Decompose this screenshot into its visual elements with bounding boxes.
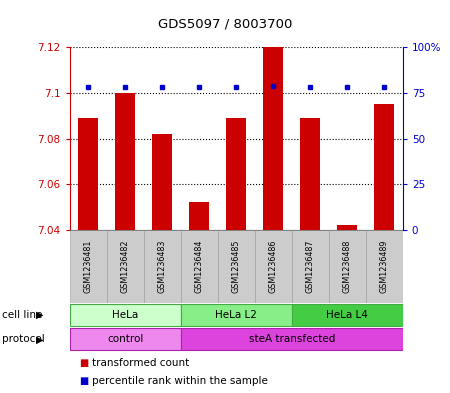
Bar (329, 230, 366, 303)
Text: cell line: cell line (2, 310, 43, 320)
Text: percentile rank within the sample: percentile rank within the sample (92, 376, 268, 386)
Text: GSM1236488: GSM1236488 (343, 240, 352, 293)
Text: control: control (107, 334, 144, 344)
Text: GSM1236482: GSM1236482 (121, 239, 130, 293)
Bar (181, 304, 292, 326)
Bar (226, 118, 247, 230)
Text: ■: ■ (79, 358, 88, 368)
Bar (292, 230, 329, 303)
Text: protocol: protocol (2, 334, 45, 344)
Text: steA transfected: steA transfected (248, 334, 335, 344)
Bar (70, 304, 181, 326)
Text: ▶: ▶ (36, 334, 44, 344)
Bar (337, 225, 357, 230)
Bar (189, 202, 209, 230)
Bar (255, 230, 292, 303)
Text: HeLa L2: HeLa L2 (215, 310, 257, 320)
Bar (152, 134, 172, 230)
Text: GSM1236486: GSM1236486 (269, 240, 278, 293)
Text: GSM1236481: GSM1236481 (84, 240, 93, 293)
Bar (218, 230, 255, 303)
Text: HeLa L4: HeLa L4 (326, 310, 368, 320)
Bar (263, 0, 284, 230)
Text: GSM1236489: GSM1236489 (380, 239, 389, 293)
Text: GSM1236485: GSM1236485 (232, 239, 241, 293)
Bar (78, 118, 99, 230)
Bar (181, 230, 218, 303)
Bar (70, 328, 181, 351)
Bar (292, 304, 403, 326)
Text: GDS5097 / 8003700: GDS5097 / 8003700 (158, 18, 292, 31)
Text: HeLa: HeLa (112, 310, 139, 320)
Bar (181, 328, 403, 351)
Bar (300, 118, 320, 230)
Text: GSM1236483: GSM1236483 (158, 240, 167, 293)
Text: GSM1236484: GSM1236484 (195, 240, 204, 293)
Text: ■: ■ (79, 376, 88, 386)
Bar (115, 93, 135, 230)
Bar (70, 230, 107, 303)
Bar (366, 230, 403, 303)
Text: ▶: ▶ (36, 310, 44, 320)
Text: transformed count: transformed count (92, 358, 189, 368)
Bar (374, 104, 394, 230)
Text: GSM1236487: GSM1236487 (306, 239, 315, 293)
Bar (107, 230, 144, 303)
Bar (144, 230, 181, 303)
